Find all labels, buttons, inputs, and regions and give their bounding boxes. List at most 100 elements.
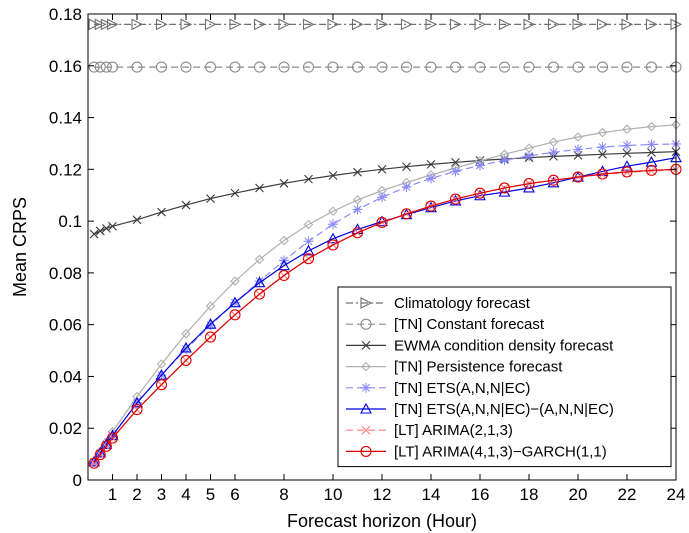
series-line xyxy=(93,157,677,463)
legend-label: [TN] ETS(A,N,N|EC) xyxy=(394,380,530,397)
data-point xyxy=(548,137,559,147)
data-point xyxy=(279,235,289,246)
data-point xyxy=(157,207,166,217)
data-point xyxy=(100,440,112,452)
data-point xyxy=(425,200,437,212)
data-point xyxy=(596,165,609,176)
legend-label: Climatology forecast xyxy=(394,295,531,312)
data-point xyxy=(426,173,436,184)
y-tick-label: 0.06 xyxy=(49,316,82,335)
x-tick-label: 20 xyxy=(569,485,588,504)
y-tick-label: 0.14 xyxy=(49,109,82,128)
data-point xyxy=(621,18,634,31)
data-point xyxy=(402,162,411,172)
data-point xyxy=(94,449,106,461)
data-point xyxy=(180,61,192,73)
x-tick-label: 2 xyxy=(132,485,141,504)
data-point xyxy=(547,18,560,31)
data-point xyxy=(449,61,462,73)
data-point xyxy=(204,318,217,329)
data-point xyxy=(230,276,240,286)
x-tick-label: 6 xyxy=(230,485,239,504)
data-point xyxy=(278,259,290,271)
data-point xyxy=(229,309,241,321)
data-point xyxy=(523,178,535,190)
data-point xyxy=(230,188,240,198)
data-point xyxy=(181,344,191,355)
data-point xyxy=(254,254,265,265)
data-point xyxy=(400,18,413,31)
y-tick-label: 0.02 xyxy=(49,419,82,438)
data-point xyxy=(377,164,387,174)
legend-marker xyxy=(361,425,371,435)
data-point xyxy=(204,331,217,343)
data-point xyxy=(353,167,362,177)
legend-label: EWMA condition density forecast xyxy=(394,337,614,354)
data-point xyxy=(106,61,119,73)
data-point xyxy=(88,61,100,73)
data-point xyxy=(524,150,534,161)
data-point xyxy=(498,182,511,194)
legend-marker xyxy=(360,297,373,309)
legend-marker xyxy=(360,402,372,414)
data-point xyxy=(100,18,113,31)
data-point xyxy=(88,457,100,469)
data-point xyxy=(499,155,510,166)
data-point xyxy=(621,160,633,171)
legend-item: [LT] ARIMA(2,1,3) xyxy=(346,422,513,439)
data-point xyxy=(352,204,363,215)
legend-marker xyxy=(361,382,371,393)
data-point xyxy=(94,61,106,73)
data-point xyxy=(302,61,315,73)
legend-box xyxy=(337,286,672,468)
data-point xyxy=(327,18,340,31)
legend-item: [TN] ETS(A,N,N|EC) xyxy=(346,380,530,397)
data-point xyxy=(498,18,511,31)
data-point xyxy=(645,61,658,73)
data-point xyxy=(279,178,289,188)
data-point xyxy=(155,18,168,31)
data-point xyxy=(400,208,413,220)
data-point xyxy=(622,140,632,151)
data-point xyxy=(647,148,656,157)
data-point xyxy=(206,194,215,203)
data-point xyxy=(523,18,536,31)
data-point xyxy=(205,301,216,311)
data-point xyxy=(474,18,487,31)
data-point xyxy=(426,160,436,169)
legend-label: [LT] ARIMA(2,1,3) xyxy=(394,422,513,439)
x-tick-label: 16 xyxy=(471,485,490,504)
data-point xyxy=(89,229,99,239)
data-point xyxy=(278,269,290,282)
legend-item: Climatology forecast xyxy=(346,295,531,312)
data-point xyxy=(254,276,265,287)
y-tick-label: 0.12 xyxy=(49,160,82,179)
x-tick-label: 3 xyxy=(157,485,166,504)
x-tick-label: 14 xyxy=(422,485,441,504)
legend-label: [TN] Constant forecast xyxy=(394,316,545,333)
data-point xyxy=(229,61,241,73)
ticks-layer: 00.020.040.060.080.10.120.140.160.181 2 3 4… xyxy=(49,5,686,504)
legend-marker xyxy=(361,341,371,350)
data-point xyxy=(622,124,632,134)
data-point xyxy=(376,61,388,73)
data-point xyxy=(449,18,462,31)
data-point xyxy=(304,174,313,184)
series-1 xyxy=(88,61,682,73)
data-point xyxy=(449,193,462,205)
data-point xyxy=(328,206,338,217)
y-axis-label: Mean CRPS xyxy=(10,197,30,297)
data-point xyxy=(253,288,266,300)
x-axis-label: Forecast horizon (Hour) xyxy=(287,511,477,531)
data-point xyxy=(474,187,486,199)
data-point xyxy=(621,61,633,73)
x-tick-label: 4 xyxy=(181,485,190,504)
data-point xyxy=(475,160,485,171)
data-point xyxy=(573,144,583,155)
x-tick-label: 18 xyxy=(520,485,539,504)
data-point xyxy=(646,121,657,132)
data-point xyxy=(180,354,192,366)
y-tick-label: 0.04 xyxy=(49,367,82,386)
data-point xyxy=(596,168,609,180)
data-point xyxy=(303,219,314,230)
